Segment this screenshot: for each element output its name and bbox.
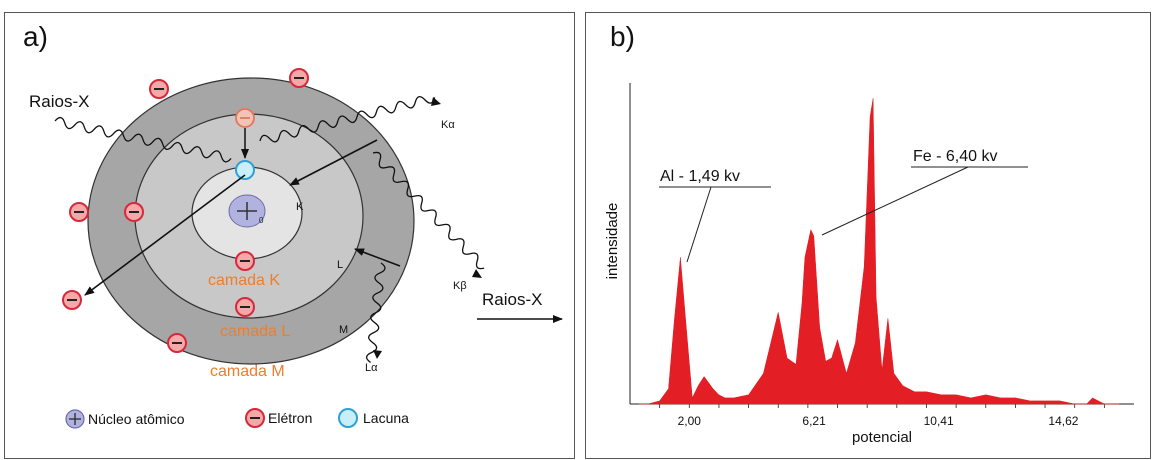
electron bbox=[289, 68, 309, 88]
xray-in-wave bbox=[54, 116, 232, 163]
electron bbox=[69, 202, 89, 222]
annotation-al-label: Al - 1,49 kv bbox=[660, 168, 740, 185]
electron bbox=[149, 79, 169, 99]
x-tick-label: 6,21 bbox=[802, 414, 826, 428]
y-axis-label: intensidade bbox=[604, 203, 621, 280]
annotation-fe: Fe - 6,40 kv bbox=[821, 148, 1028, 236]
electron bbox=[124, 202, 144, 222]
atom-diagram-svg: 0 Raios-X Raios-X Kα Kβ bbox=[29, 68, 563, 429]
x-tick-labels: 2,00 6,21 10,41 14,62 bbox=[678, 414, 1079, 428]
xray-out-label: Raios-X bbox=[482, 290, 542, 309]
legend-nucleus-label: Núcleo atômico bbox=[88, 411, 185, 427]
spectrum-area bbox=[638, 98, 1120, 405]
k-alpha-label: Kα bbox=[441, 119, 455, 131]
k-alpha-wave bbox=[259, 96, 436, 143]
xray-in-label: Raios-X bbox=[29, 92, 89, 111]
panel-a-label: a) bbox=[23, 21, 48, 52]
x-axis-label: potencial bbox=[852, 429, 912, 446]
panel-b-label: b) bbox=[610, 21, 635, 52]
legend: Núcleo atômico Elétron Lacuna bbox=[65, 408, 409, 429]
k-alpha-wave-tip bbox=[431, 97, 441, 106]
annotation-fe-label: Fe - 6,40 kv bbox=[913, 148, 997, 165]
electron bbox=[167, 333, 187, 353]
electron bbox=[235, 297, 255, 317]
x-tick-label: 2,00 bbox=[678, 414, 702, 428]
nucleus-subscript: 0 bbox=[259, 216, 264, 225]
k-beta-wave bbox=[372, 151, 485, 270]
layer-label-l: camada L bbox=[220, 323, 290, 340]
hole bbox=[235, 160, 255, 180]
annotation-al: Al - 1,49 kv bbox=[659, 168, 771, 263]
incoming-arrow-l bbox=[354, 248, 401, 267]
panel-a-atom-diagram: 0 Raios-X Raios-X Kα Kβ bbox=[4, 12, 575, 459]
panel-b-spectrum: 2,00 6,21 10,41 14,62 intensidade potencial… bbox=[585, 12, 1151, 459]
x-tick-label: 14,62 bbox=[1048, 414, 1078, 428]
legend-electron-label: Elétron bbox=[268, 410, 312, 426]
electron-transition bbox=[235, 108, 255, 128]
shell-letter-k: K bbox=[296, 201, 304, 213]
electron bbox=[235, 251, 255, 271]
x-ticks bbox=[659, 404, 1105, 408]
nucleus: 0 bbox=[228, 194, 266, 228]
electron-ejected bbox=[62, 290, 82, 310]
l-alpha-wave-tip bbox=[373, 350, 382, 359]
legend-nucleus-icon bbox=[65, 409, 85, 429]
legend-hole-label: Lacuna bbox=[363, 410, 409, 426]
incoming-arrow bbox=[289, 139, 378, 186]
layer-label-m: camada M bbox=[210, 363, 285, 380]
legend-electron-icon bbox=[245, 408, 265, 428]
ejection-arrow bbox=[84, 174, 246, 296]
k-beta-wave-tip bbox=[472, 269, 482, 278]
spectrum-chart-svg: 2,00 6,21 10,41 14,62 intensidade potencial… bbox=[604, 83, 1134, 446]
layer-label-k: camada K bbox=[208, 272, 280, 289]
l-alpha-label: Lα bbox=[365, 362, 378, 374]
x-tick-label: 10,41 bbox=[924, 414, 954, 428]
shell-letter-m: M bbox=[339, 324, 348, 336]
legend-hole-icon bbox=[338, 408, 358, 428]
shell-letter-l: L bbox=[337, 259, 343, 271]
l-alpha-wave bbox=[365, 262, 386, 363]
k-beta-label: Kβ bbox=[453, 280, 467, 292]
